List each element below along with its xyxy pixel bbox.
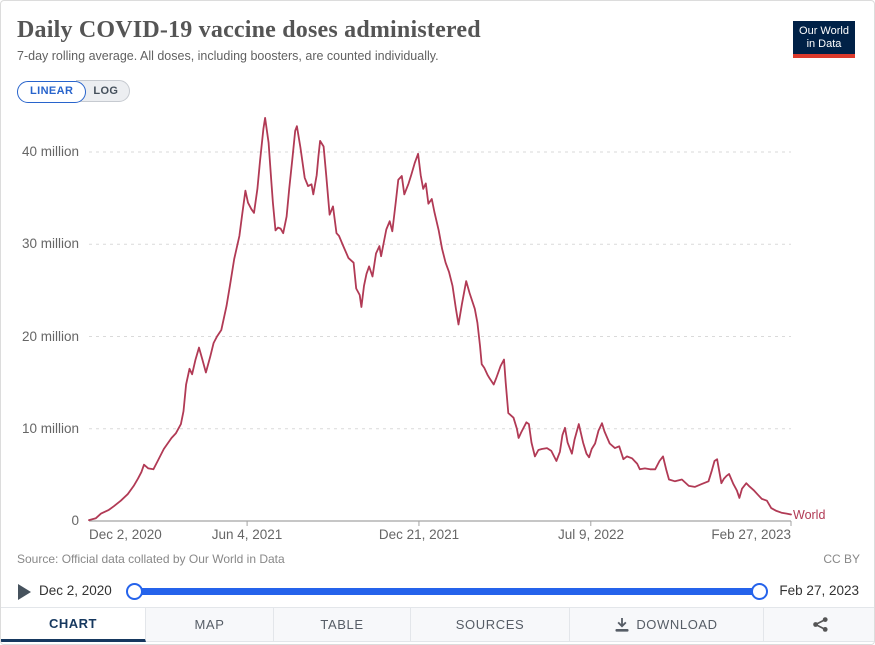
log-button[interactable]: LOG bbox=[76, 80, 131, 102]
gridlines bbox=[89, 151, 791, 430]
timeline-start-handle[interactable] bbox=[126, 583, 143, 600]
tab-download[interactable]: DOWNLOAD bbox=[570, 608, 764, 642]
tab-sources[interactable]: SOURCES bbox=[411, 608, 570, 642]
play-icon[interactable] bbox=[17, 584, 31, 600]
source-row: Source: Official data collated by Our Wo… bbox=[17, 552, 860, 566]
y-tick-30m: 30 million bbox=[21, 236, 79, 251]
tab-table-label: TABLE bbox=[320, 617, 364, 632]
share-icon bbox=[812, 617, 828, 632]
page-title: Daily COVID-19 vaccine doses administere… bbox=[17, 17, 481, 43]
y-tick-40m: 40 million bbox=[21, 144, 79, 159]
scale-toggle: LINEAR LOG bbox=[17, 80, 131, 103]
tab-map-label: MAP bbox=[194, 617, 225, 632]
y-tick-10m: 10 million bbox=[21, 421, 79, 436]
x-tick-dec-2020: Dec 2, 2020 bbox=[89, 527, 162, 542]
tab-sources-label: SOURCES bbox=[455, 617, 525, 632]
timeline-start-date: Dec 2, 2020 bbox=[39, 583, 112, 598]
download-icon bbox=[615, 617, 629, 632]
owid-logo[interactable]: Our World in Data bbox=[793, 21, 855, 58]
tab-chart[interactable]: CHART bbox=[1, 608, 146, 642]
tab-share[interactable] bbox=[764, 608, 874, 642]
owid-logo-line1: Our World bbox=[799, 25, 849, 37]
timeline-track[interactable] bbox=[135, 588, 760, 595]
y-tick-20m: 20 million bbox=[21, 329, 79, 344]
tab-chart-label: CHART bbox=[49, 616, 97, 631]
license-badge[interactable]: CC BY bbox=[823, 552, 860, 566]
timeline-end-date: Feb 27, 2023 bbox=[779, 583, 859, 598]
y-tick-0: 0 bbox=[71, 513, 79, 528]
timeline-control: Dec 2, 2020 Feb 27, 2023 bbox=[1, 577, 874, 607]
tab-download-label: DOWNLOAD bbox=[636, 617, 718, 632]
chart-subtitle: 7-day rolling average. All doses, includ… bbox=[17, 49, 439, 63]
linear-button[interactable]: LINEAR bbox=[17, 81, 87, 103]
x-axis bbox=[89, 520, 792, 526]
owid-logo-line2: in Data bbox=[806, 38, 842, 50]
footer-tabs: CHART MAP TABLE SOURCES DOWNLOAD bbox=[1, 607, 874, 644]
x-tick-jul-2022: Jul 9, 2022 bbox=[557, 527, 625, 542]
world-series-line[interactable] bbox=[88, 117, 792, 521]
source-text[interactable]: Source: Official data collated by Our Wo… bbox=[17, 552, 285, 566]
tab-map[interactable]: MAP bbox=[146, 608, 274, 642]
tab-table[interactable]: TABLE bbox=[274, 608, 411, 642]
series-label-world[interactable]: World bbox=[793, 508, 826, 522]
x-tick-dec-2021: Dec 21, 2021 bbox=[378, 527, 460, 542]
x-tick-jun-2021: Jun 4, 2021 bbox=[211, 527, 283, 542]
timeline-end-handle[interactable] bbox=[751, 583, 768, 600]
x-tick-feb-2023: Feb 27, 2023 bbox=[711, 527, 791, 542]
